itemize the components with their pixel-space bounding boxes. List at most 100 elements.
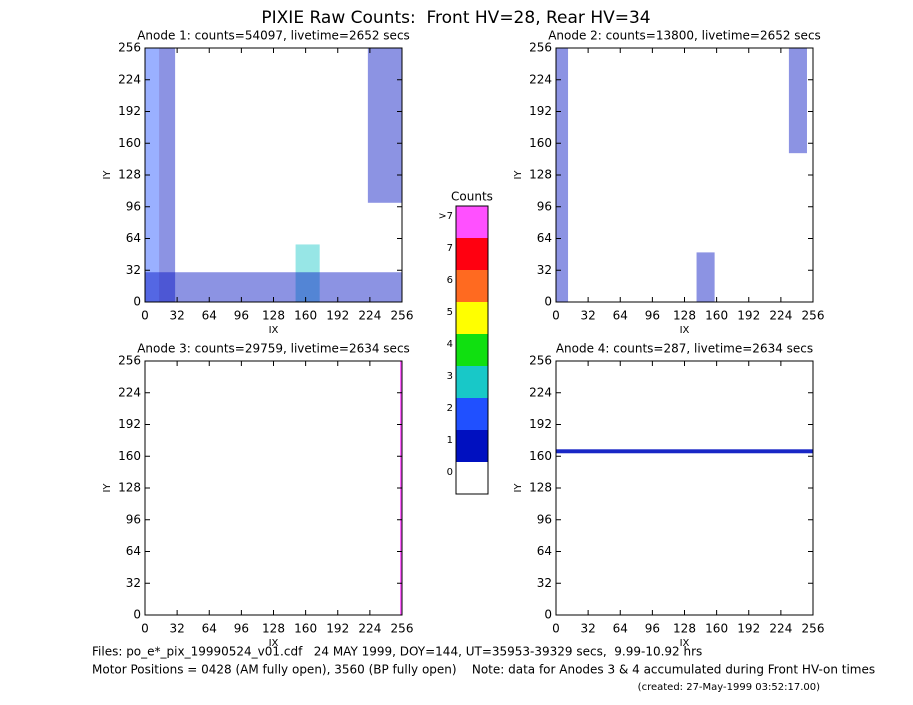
x-tick-label: 0 (141, 622, 149, 636)
colorbar-title: Counts (451, 190, 493, 204)
y-tick-label: 0 (133, 295, 141, 309)
y-tick-label: 256 (529, 354, 552, 368)
y-axis-label: IY (513, 170, 524, 180)
y-tick-label: 96 (537, 199, 552, 213)
panel-title: Anode 3: counts=29759, livetime=2634 sec… (137, 342, 410, 356)
y-tick-label: 224 (529, 72, 552, 86)
panel-title: Anode 2: counts=13800, livetime=2652 sec… (548, 29, 821, 43)
plot-frame (555, 47, 814, 303)
x-axis-label: IX (269, 325, 279, 336)
count-region (696, 252, 715, 302)
x-tick-label: 128 (673, 309, 696, 323)
x-tick-label: 64 (202, 309, 217, 323)
x-tick-label: 256 (802, 309, 825, 323)
colorbar-label: 1 (447, 435, 453, 446)
colorbar-swatch (456, 302, 488, 334)
y-tick-label: 64 (537, 231, 552, 245)
y-tick-label: 32 (537, 263, 552, 277)
y-tick-label: 96 (537, 512, 552, 526)
y-tick-label: 224 (118, 72, 141, 86)
page-title: PIXIE Raw Counts: Front HV=28, Rear HV=3… (261, 8, 650, 28)
y-tick-label: 160 (118, 136, 141, 150)
x-tick-label: 256 (391, 622, 414, 636)
x-tick-label: 32 (169, 309, 184, 323)
footer-files: Files: po_e*_pix_19990524_v01.cdf 24 MAY… (92, 645, 702, 659)
x-tick-label: 192 (326, 309, 349, 323)
x-tick-label: 224 (769, 309, 792, 323)
y-tick-label: 256 (118, 41, 141, 55)
count-region (788, 48, 807, 154)
y-tick-label: 192 (529, 104, 552, 118)
x-tick-label: 128 (673, 622, 696, 636)
y-tick-label: 96 (126, 199, 141, 213)
colorbar-label: 3 (447, 371, 453, 382)
y-axis-label: IY (102, 483, 113, 493)
y-tick-label: 64 (126, 544, 141, 558)
plot-frame (144, 47, 403, 303)
y-tick-label: 224 (118, 385, 141, 399)
x-tick-label: 96 (645, 622, 660, 636)
y-tick-label: 128 (529, 168, 552, 182)
colorbar-swatch (456, 206, 488, 238)
colorbar-label: 5 (447, 307, 453, 318)
y-tick-label: 128 (118, 481, 141, 495)
y-tick-label: 64 (126, 231, 141, 245)
y-tick-label: 160 (118, 449, 141, 463)
colorbar-label: 4 (447, 339, 453, 350)
x-tick-label: 0 (552, 622, 560, 636)
footer-motor: Motor Positions = 0428 (AM fully open), … (92, 663, 875, 677)
colorbar-swatch (456, 366, 488, 398)
y-tick-label: 160 (529, 136, 552, 150)
x-tick-label: 0 (141, 309, 149, 323)
colorbar-label: 6 (447, 275, 453, 286)
plot-frame (555, 360, 814, 616)
colorbar-label: 0 (447, 467, 453, 478)
y-tick-label: 192 (118, 417, 141, 431)
y-tick-label: 256 (529, 41, 552, 55)
x-tick-label: 256 (802, 622, 825, 636)
y-tick-label: 96 (126, 512, 141, 526)
x-tick-label: 160 (705, 622, 728, 636)
x-tick-label: 64 (202, 622, 217, 636)
x-tick-label: 192 (326, 622, 349, 636)
x-axis-label: IX (680, 638, 690, 649)
y-tick-label: 0 (133, 608, 141, 622)
x-tick-label: 256 (391, 309, 414, 323)
y-tick-label: 32 (537, 576, 552, 590)
y-tick-label: 128 (529, 481, 552, 495)
colorbar-swatch (456, 462, 488, 494)
colorbar-swatch (456, 270, 488, 302)
y-tick-label: 32 (126, 576, 141, 590)
colorbar-swatch (456, 238, 488, 270)
panel-title: Anode 1: counts=54097, livetime=2652 sec… (137, 29, 410, 43)
x-tick-label: 160 (705, 309, 728, 323)
colorbar-swatch (456, 430, 488, 462)
y-tick-label: 160 (529, 449, 552, 463)
x-tick-label: 224 (769, 622, 792, 636)
count-region (159, 48, 176, 302)
y-tick-label: 192 (118, 104, 141, 118)
x-tick-label: 32 (169, 622, 184, 636)
colorbar-swatch (456, 334, 488, 366)
y-tick-label: 32 (126, 263, 141, 277)
x-tick-label: 96 (645, 309, 660, 323)
footer-created: (created: 27-May-1999 03:52:17.00) (638, 682, 820, 693)
y-axis-label: IY (102, 170, 113, 180)
y-tick-label: 256 (118, 354, 141, 368)
x-axis-label: IX (269, 638, 279, 649)
y-tick-label: 192 (529, 417, 552, 431)
y-axis-label: IY (513, 483, 524, 493)
colorbar-swatch (456, 398, 488, 430)
x-tick-label: 128 (262, 622, 285, 636)
panel-title: Anode 4: counts=287, livetime=2634 secs (556, 342, 813, 356)
y-tick-label: 0 (544, 608, 552, 622)
plot-frame (144, 360, 403, 616)
x-tick-label: 128 (262, 309, 285, 323)
x-tick-label: 32 (580, 622, 595, 636)
colorbar-frame (455, 205, 489, 495)
x-tick-label: 96 (234, 622, 249, 636)
x-tick-label: 224 (358, 622, 381, 636)
count-region (556, 449, 813, 454)
